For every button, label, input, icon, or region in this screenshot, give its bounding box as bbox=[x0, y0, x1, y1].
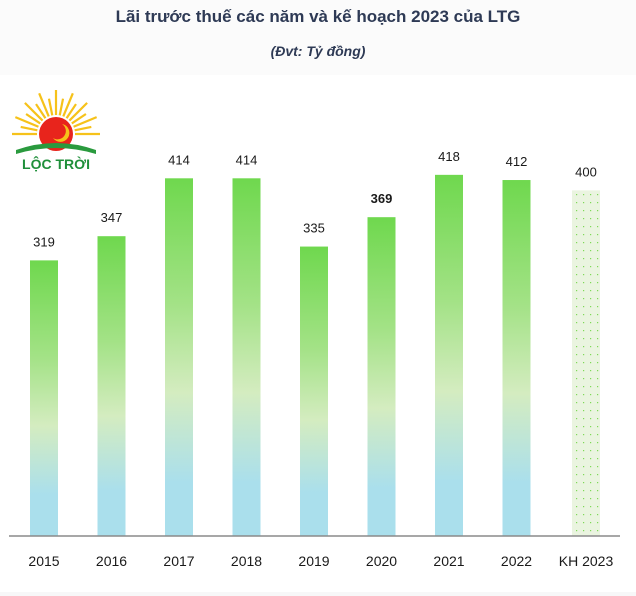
hill-icon bbox=[16, 143, 96, 154]
data-label: 400 bbox=[575, 164, 597, 179]
sun-ray bbox=[71, 113, 87, 125]
sun-rays-icon bbox=[12, 90, 100, 136]
sun-ray bbox=[25, 113, 41, 125]
sun-ray bbox=[58, 98, 65, 116]
bar-kh-2023 bbox=[572, 190, 600, 536]
loc-troi-logo: LỘC TRỜI bbox=[12, 90, 100, 172]
data-label: 369 bbox=[371, 191, 393, 206]
data-label: 414 bbox=[236, 152, 258, 167]
sun-ray bbox=[14, 116, 39, 128]
sun-ray bbox=[20, 125, 38, 132]
sun-ray bbox=[74, 125, 92, 132]
sun-ray bbox=[68, 102, 88, 122]
data-label: 412 bbox=[506, 154, 528, 169]
sun-ray bbox=[65, 103, 77, 119]
x-tick-label: 2020 bbox=[366, 553, 397, 569]
x-tick-label: KH 2023 bbox=[559, 553, 614, 569]
logo-text: LỘC TRỜI bbox=[22, 155, 90, 172]
x-tick-label: 2015 bbox=[28, 553, 59, 569]
bar-2015 bbox=[30, 260, 58, 536]
data-label: 418 bbox=[438, 149, 460, 164]
data-label: 347 bbox=[101, 210, 123, 225]
bar-2019 bbox=[300, 246, 328, 536]
x-tick-label: 2021 bbox=[433, 553, 464, 569]
data-label: 319 bbox=[33, 234, 55, 249]
sun-ray bbox=[47, 98, 54, 116]
sun-ray bbox=[24, 102, 44, 122]
x-tick-label: 2022 bbox=[501, 553, 532, 569]
bar-2021 bbox=[435, 174, 463, 536]
x-tick-label: 2017 bbox=[163, 553, 194, 569]
data-label: 414 bbox=[168, 152, 190, 167]
x-tick-label: 2016 bbox=[96, 553, 127, 569]
sun-ray bbox=[38, 92, 50, 117]
x-tick-label: 2019 bbox=[298, 553, 329, 569]
bar-2022 bbox=[502, 180, 531, 537]
bar-2020 bbox=[367, 217, 396, 536]
sun-ray bbox=[62, 92, 74, 117]
chart-subtitle: (Đvt: Tỷ đồng) bbox=[270, 43, 366, 59]
crescent-moon-icon bbox=[53, 124, 70, 142]
bar-2018 bbox=[232, 178, 261, 536]
bar-2017 bbox=[165, 178, 193, 536]
bar-2016 bbox=[97, 236, 126, 536]
data-label: 335 bbox=[303, 221, 325, 236]
chart-title: Lãi trước thuế các năm và kế hoạch 2023 … bbox=[115, 7, 521, 26]
sun-ray bbox=[35, 103, 47, 119]
x-tick-label: 2018 bbox=[231, 553, 262, 569]
sun-ray bbox=[73, 116, 98, 128]
